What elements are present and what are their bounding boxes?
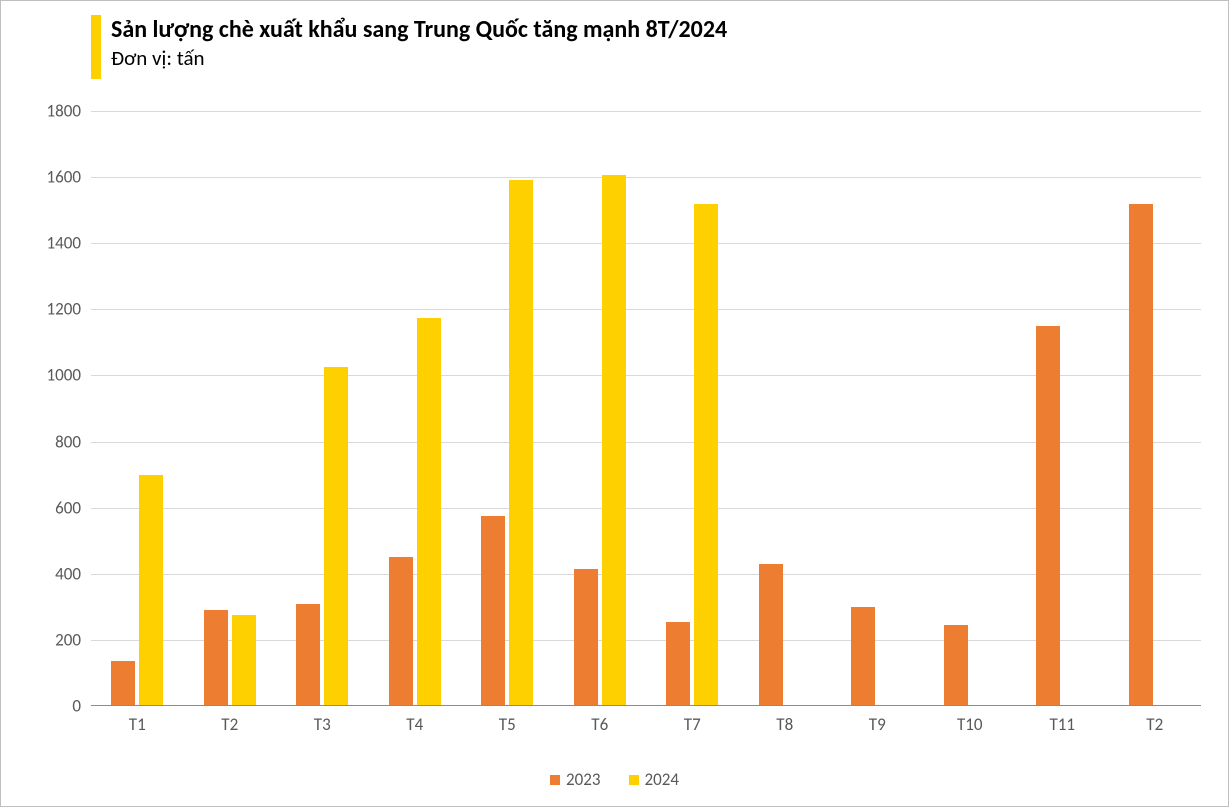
bar-2023-T1	[111, 661, 135, 706]
bar-2023-T9	[851, 607, 875, 706]
legend-item-2024: 2024	[629, 769, 679, 790]
bar-2023-T7	[666, 622, 690, 706]
bar-2023-T8	[759, 564, 783, 706]
legend-swatch	[629, 775, 639, 785]
y-tick-label: 400	[55, 563, 81, 584]
y-tick-label: 200	[55, 629, 81, 650]
legend: 2023 2024	[1, 769, 1228, 790]
x-tick-label: T3	[314, 714, 331, 735]
chart-frame: Sản lượng chè xuất khẩu sang Trung Quốc …	[0, 0, 1229, 807]
x-tick-label: T9	[869, 714, 886, 735]
y-tick-label: 1800	[47, 101, 81, 122]
y-tick-label: 1000	[47, 365, 81, 386]
y-tick-label: 0	[72, 696, 81, 717]
bar-2024-T1	[139, 475, 163, 706]
title-text-wrap: Sản lượng chè xuất khẩu sang Trung Quốc …	[111, 15, 727, 71]
bar-2023-T10	[944, 625, 968, 706]
chart-subtitle: Đơn vị: tấn	[111, 45, 727, 71]
y-tick-label: 1400	[47, 233, 81, 254]
legend-label: 2024	[645, 769, 679, 790]
bar-2024-T4	[417, 318, 441, 706]
legend-label: 2023	[566, 769, 600, 790]
x-tick-label: T8	[776, 714, 793, 735]
bar-2023-T2	[1129, 204, 1153, 706]
bar-2023-T3	[296, 604, 320, 706]
x-tick-label: T2	[1146, 714, 1163, 735]
x-tick-label: T7	[684, 714, 701, 735]
bars-layer	[91, 111, 1201, 706]
plot-area	[91, 111, 1201, 706]
y-tick-label: 1200	[47, 299, 81, 320]
title-accent-bar	[91, 15, 101, 79]
x-axis-line	[91, 705, 1201, 706]
bar-2024-T7	[694, 204, 718, 706]
y-tick-label: 800	[55, 431, 81, 452]
y-axis-labels: 020040060080010001200140016001800	[1, 111, 81, 706]
y-tick-label: 600	[55, 497, 81, 518]
x-tick-label: T11	[1049, 714, 1075, 735]
x-tick-label: T10	[957, 714, 983, 735]
title-block: Sản lượng chè xuất khẩu sang Trung Quốc …	[91, 15, 727, 79]
bar-2023-T11	[1036, 326, 1060, 706]
x-tick-label: T4	[406, 714, 423, 735]
x-tick-label: T1	[129, 714, 146, 735]
x-tick-label: T6	[591, 714, 608, 735]
bar-2024-T6	[602, 175, 626, 706]
legend-swatch	[550, 775, 560, 785]
bar-2024-T3	[324, 367, 348, 706]
x-tick-label: T2	[221, 714, 238, 735]
bar-2023-T2	[204, 610, 228, 706]
bar-2023-T6	[574, 569, 598, 706]
x-axis-labels: T1 T2 T3 T4 T5 T6 T7 T8 T9 T10 T11 T2	[91, 714, 1201, 744]
bar-2024-T5	[509, 180, 533, 706]
x-tick-label: T5	[499, 714, 516, 735]
chart-title: Sản lượng chè xuất khẩu sang Trung Quốc …	[111, 15, 727, 45]
bar-2023-T5	[481, 516, 505, 706]
y-tick-label: 1600	[47, 167, 81, 188]
bar-2024-T2	[232, 615, 256, 706]
bar-2023-T4	[389, 557, 413, 706]
legend-item-2023: 2023	[550, 769, 600, 790]
